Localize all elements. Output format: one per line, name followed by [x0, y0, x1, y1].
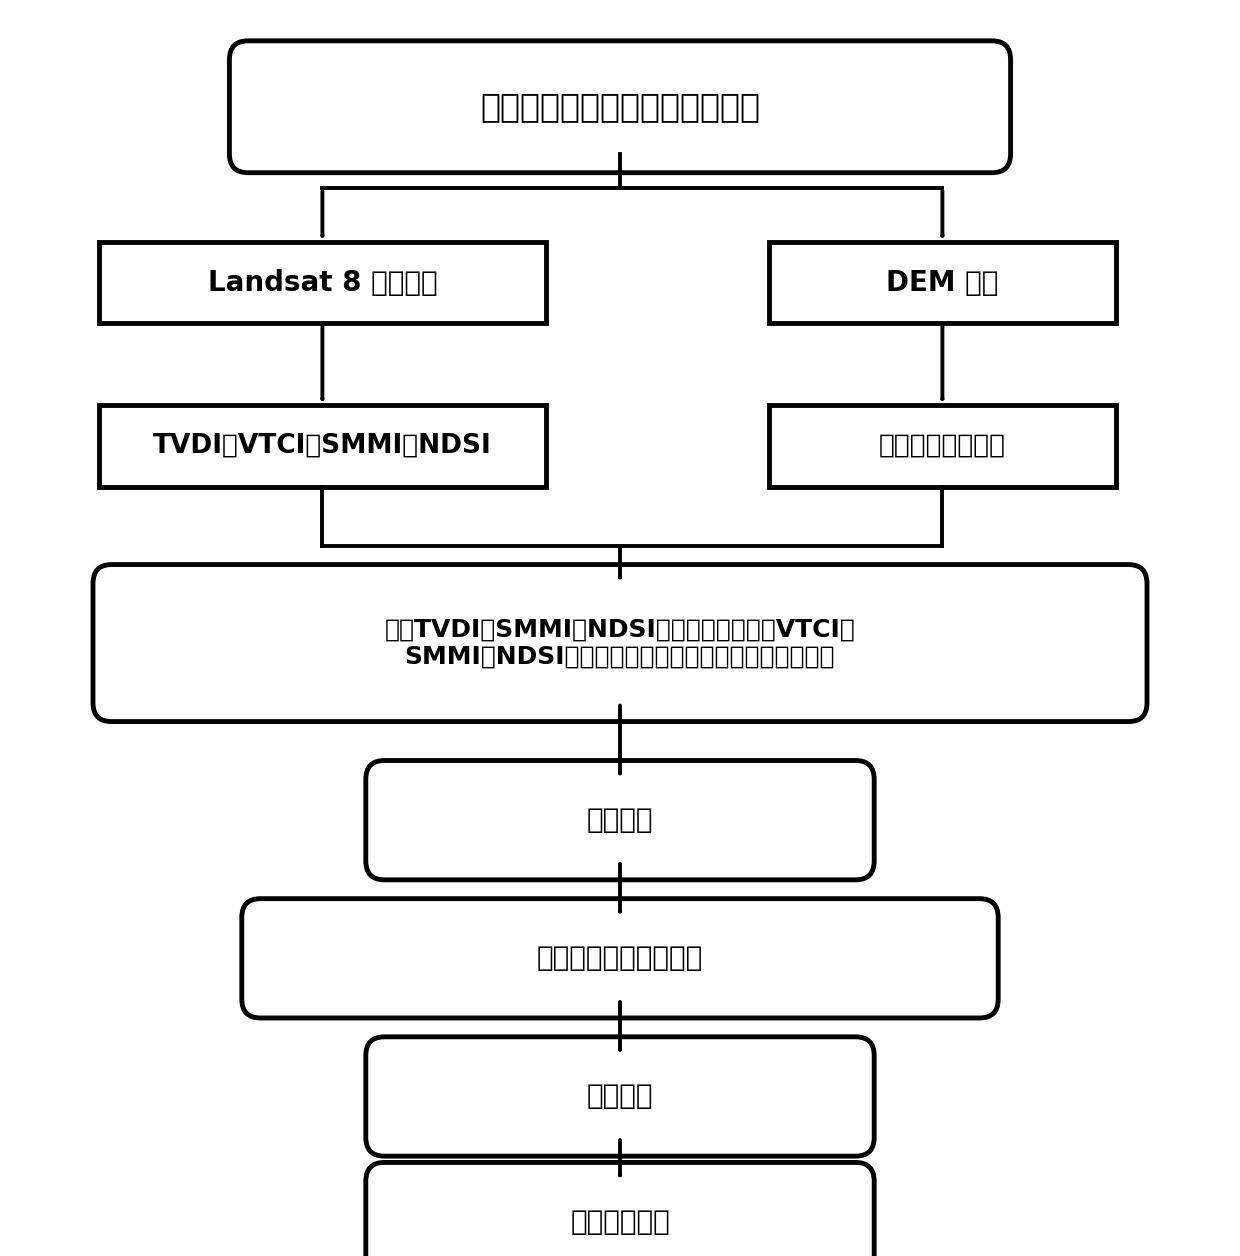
FancyBboxPatch shape: [242, 899, 998, 1017]
FancyBboxPatch shape: [93, 565, 1147, 721]
Text: 山区乔木林潜在分布区预测技术: 山区乔木林潜在分布区预测技术: [480, 90, 760, 123]
Text: Landsat 8 遥感影像: Landsat 8 遥感影像: [207, 269, 438, 296]
FancyBboxPatch shape: [769, 241, 1116, 323]
Text: 海拔、坡向、坡度: 海拔、坡向、坡度: [879, 433, 1006, 458]
FancyBboxPatch shape: [366, 1037, 874, 1156]
FancyBboxPatch shape: [366, 1163, 874, 1256]
FancyBboxPatch shape: [769, 404, 1116, 486]
Text: DEM 影像: DEM 影像: [887, 269, 998, 296]
Text: 选取最优模型: 选取最优模型: [570, 1208, 670, 1236]
FancyBboxPatch shape: [99, 404, 546, 486]
Text: 精度验证: 精度验证: [587, 1083, 653, 1110]
Text: TVDI、VTCI、SMMI、NDSI: TVDI、VTCI、SMMI、NDSI: [153, 433, 492, 458]
FancyBboxPatch shape: [229, 40, 1011, 172]
Text: 基于TVDI、SMMI、NDSI、地形因子和基于VTCI、
SMMI、NDSI、地形因子分别构建乔木林分布结合模型: 基于TVDI、SMMI、NDSI、地形因子和基于VTCI、 SMMI、NDSI、…: [384, 617, 856, 669]
Text: 生成乔木林潜在分布区: 生成乔木林潜在分布区: [537, 945, 703, 972]
FancyBboxPatch shape: [99, 241, 546, 323]
Text: 确定阈值: 确定阈值: [587, 806, 653, 834]
FancyBboxPatch shape: [366, 761, 874, 879]
